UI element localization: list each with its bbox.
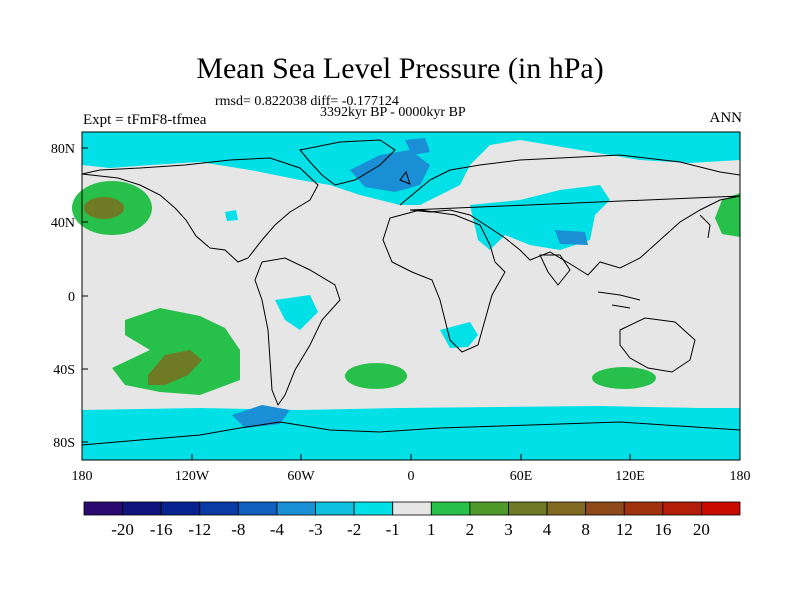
small-atlantic-negative [225,210,238,221]
colorbar-label: 1 [427,520,436,539]
colorbar-label: 2 [466,520,475,539]
colorbar-label: -3 [308,520,322,539]
japan-coast [699,214,711,239]
colorbar-label: 4 [543,520,552,539]
indonesia-coast [597,291,641,309]
greenland-coast [299,139,396,186]
south-america-coast [254,257,341,407]
south-atlantic-positive [345,363,407,389]
lat-label-40n: 40N [51,216,75,231]
lon-axis-labels: 180 120W 60W 0 60E 120E 180 [72,469,751,484]
colorbar-swatch [353,501,394,516]
coastlines [81,139,741,446]
colorbar-swatch [199,501,239,516]
lon-label-180e: 180 [730,469,751,484]
colorbar-swatch [392,501,432,516]
lat-label-40s: 40S [53,363,75,378]
time-period: 3392kyr BP - 0000kyr BP [320,105,466,120]
colorbar-label: -20 [111,520,134,539]
south-america-negative-region [275,295,318,330]
colorbar-swatch [469,501,509,516]
lat-label-0: 0 [68,290,75,305]
south-pacific-positive [112,308,240,395]
colorbar-label: 3 [504,520,513,539]
rmsd-diff-stats: rmsd= 0.822038 diff= -0.177124 [215,94,399,109]
colorbar-swatch [276,501,316,516]
colorbar-swatch [83,501,123,516]
south-pacific-positive-core [148,350,202,385]
india-coast [539,254,571,286]
season-label: ANN [709,110,743,126]
lon-label-60e: 60E [510,469,533,484]
colorbar-label: -12 [188,520,211,539]
lon-label-60w: 60W [287,469,315,484]
lon-label-0: 0 [408,469,415,484]
lat-axis-labels: 80N 40N 0 40S 80S [51,142,75,451]
experiment-label: Expt = tFmF8-tfmea [83,112,207,128]
colorbar-swatch [585,501,625,516]
colorbar-label: 16 [654,520,671,539]
lon-label-120e: 120E [615,469,645,484]
colorbar-label: -2 [347,520,361,539]
greenland-negative-core [350,150,430,192]
map-title: Mean Sea Level Pressure (in hPa) [196,52,604,85]
map-ticks [81,147,741,460]
lon-label-120w: 120W [175,469,210,484]
south-negative-band [82,406,740,460]
africa-coast [382,209,506,353]
colorbar-label: -4 [270,520,285,539]
map-plot-area [72,131,741,461]
colorbar-label: -1 [386,520,400,539]
colorbar-label: 20 [693,520,710,539]
colorbar-label: -16 [150,520,173,539]
lon-label-180w: 180 [72,469,93,484]
colorbar-swatch [508,501,548,516]
lat-label-80n: 80N [51,142,75,157]
north-pacific-positive-west-core [84,197,124,219]
arctic-negative-core [405,138,430,155]
colorbar-swatch [315,501,355,516]
north-america-coast [81,157,319,263]
uk-coast [399,170,411,185]
colorbar-swatch [122,501,162,516]
colorbar-swatch [662,501,702,516]
colorbar-label: -8 [231,520,245,539]
colorbar-label: 8 [581,520,590,539]
colorbar-swatch [701,501,741,516]
colorbar-swatch [430,501,471,516]
north-pacific-positive-east [715,193,740,237]
africa-negative-region [440,322,478,348]
colorbar-label: 12 [616,520,633,539]
colorbar-swatch [623,501,664,516]
colorbar [83,501,741,516]
lat-label-80s: 80S [53,436,75,451]
colorbar-swatch [546,501,587,516]
colorbar-labels: -20 -16 -12 -8 -4 -3 -2 -1 1 2 3 4 8 12 16 20 [111,520,710,539]
colorbar-swatch [160,501,201,516]
asia-negative-core [555,230,588,245]
south-indian-positive [592,367,656,389]
antarctica-coast [81,421,741,446]
australia-coast [619,317,696,373]
colorbar-swatch [237,501,278,516]
eurasia-coast [399,154,741,276]
